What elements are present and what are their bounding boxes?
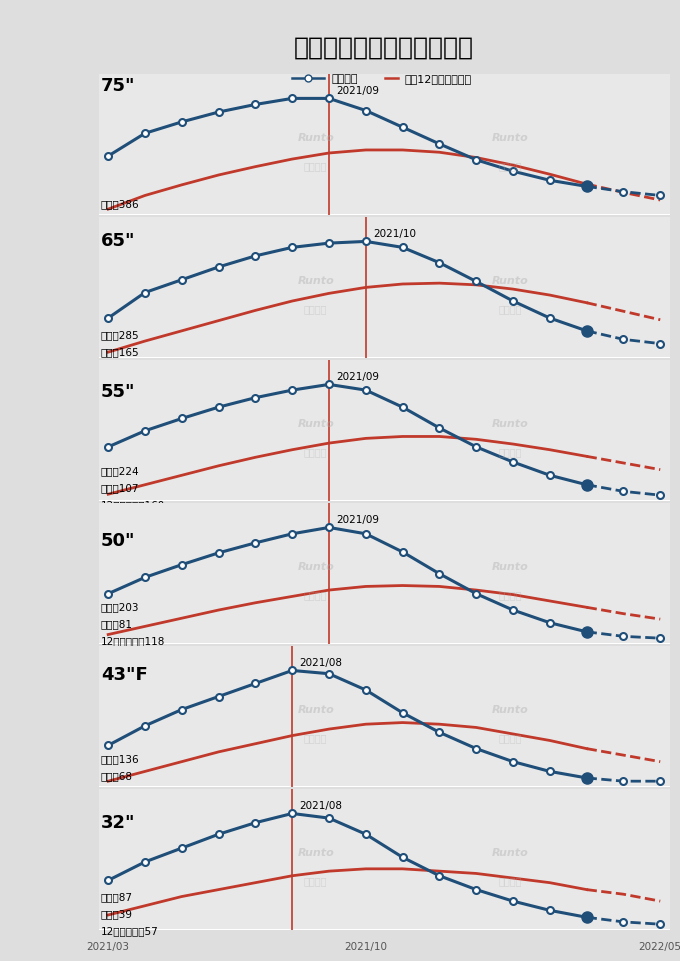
Text: 12个月平均：160: 12个月平均：160 [101, 500, 165, 509]
Text: 洛圆科技: 洛圆科技 [304, 590, 327, 600]
Text: 洛圆科技: 洛圆科技 [304, 161, 327, 171]
Text: 洛圆科技: 洛圆科技 [498, 304, 522, 314]
Text: 2021/03: 2021/03 [86, 941, 130, 951]
Text: 洛圆科技: 洛圆科技 [498, 732, 522, 743]
Text: Runto: Runto [492, 562, 528, 572]
Text: 洛圆科技: 洛圆科技 [304, 304, 327, 314]
Text: 43"F: 43"F [101, 666, 148, 683]
Text: 最低：263: 最低：263 [101, 216, 139, 226]
Text: 12个月平均：97: 12个月平均：97 [101, 787, 158, 798]
Text: 当月价格: 当月价格 [331, 74, 358, 84]
Text: 最低：165: 最低：165 [101, 347, 139, 357]
Text: 液晶电视面板价格波动曲线: 液晶电视面板价格波动曲线 [294, 36, 474, 59]
Text: 最低：107: 最低：107 [101, 482, 139, 493]
Text: Runto: Runto [297, 848, 334, 857]
Text: 洛圆科技: 洛圆科技 [304, 732, 327, 743]
Text: 最低：81: 最低：81 [101, 619, 133, 628]
Text: 12个月平均：229: 12个月平均：229 [101, 364, 165, 374]
Text: Runto: Runto [297, 704, 334, 715]
Text: 12个月平均：118: 12个月平均：118 [101, 635, 165, 646]
Text: 2021/10: 2021/10 [344, 941, 388, 951]
Text: 2021/09: 2021/09 [336, 514, 379, 525]
Text: Runto: Runto [297, 562, 334, 572]
Text: 最高：203: 最高：203 [101, 602, 139, 612]
Text: 2021/09: 2021/09 [336, 371, 379, 382]
Text: 最低：39: 最低：39 [101, 908, 133, 919]
Text: Runto: Runto [492, 134, 528, 143]
Text: 50": 50" [101, 531, 135, 550]
Text: 12个月平均：57: 12个月平均：57 [101, 925, 158, 935]
Text: 2021/08: 2021/08 [299, 657, 342, 667]
Text: 12个月平均：329: 12个月平均：329 [101, 234, 165, 243]
Text: 最高：136: 最高：136 [101, 753, 139, 764]
Text: 32": 32" [101, 813, 135, 831]
Text: 75": 75" [101, 77, 135, 95]
Text: Runto: Runto [492, 276, 528, 286]
Text: 2021/08: 2021/08 [299, 800, 342, 810]
Text: 最高：386: 最高：386 [101, 199, 139, 209]
Text: 洛圆科技: 洛圆科技 [498, 447, 522, 457]
Text: Runto: Runto [492, 848, 528, 857]
Text: 65": 65" [101, 232, 135, 250]
Text: 最低：68: 最低：68 [101, 771, 133, 780]
Text: 最高：87: 最高：87 [101, 892, 133, 901]
Text: Runto: Runto [492, 704, 528, 715]
Text: Runto: Runto [297, 419, 334, 429]
Text: 55": 55" [101, 382, 135, 400]
Text: 洛圆科技: 洛圆科技 [304, 447, 327, 457]
Text: Runto: Runto [297, 134, 334, 143]
Text: 最高：224: 最高：224 [101, 466, 139, 476]
Text: 洛圆科技: 洛圆科技 [498, 590, 522, 600]
Text: 洛圆科技: 洛圆科技 [498, 875, 522, 886]
Text: 洛圆科技: 洛圆科技 [498, 161, 522, 171]
Text: 2022/05: 2022/05 [639, 941, 680, 951]
Text: 2021/10: 2021/10 [373, 229, 416, 238]
Text: 2021/09: 2021/09 [336, 86, 379, 96]
Text: 洛圆科技: 洛圆科技 [304, 875, 327, 886]
Text: 最高：285: 最高：285 [101, 331, 139, 340]
Text: 连续12个月价格均线: 连续12个月价格均线 [405, 74, 472, 84]
Text: Runto: Runto [492, 419, 528, 429]
Text: Runto: Runto [297, 276, 334, 286]
